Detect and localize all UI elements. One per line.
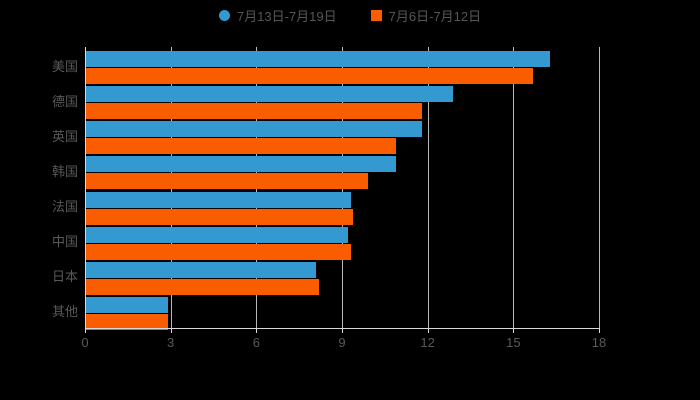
bar-series-0[interactable] — [85, 261, 317, 278]
bar-series-1[interactable] — [85, 138, 397, 155]
x-axis-tick-label: 3 — [167, 335, 175, 350]
x-axis-tick — [599, 328, 600, 333]
bar-series-1[interactable] — [85, 103, 422, 120]
x-axis-tick-label: 6 — [252, 335, 260, 350]
bar-group — [85, 47, 599, 84]
y-axis-line — [85, 47, 86, 328]
gridline-x — [427, 47, 429, 328]
y-axis-category-label: 法国 — [51, 199, 78, 215]
y-axis-category-labels: 美国德国英国韩国法国中国日本其他 — [0, 47, 78, 328]
bar-group — [85, 82, 599, 120]
legend-item-series-0[interactable]: 7月13日-7月19日 — [218, 6, 337, 25]
bar-group — [85, 223, 599, 260]
legend-circle-marker-icon — [218, 10, 230, 21]
bar-group — [85, 188, 599, 225]
bar-group — [85, 152, 599, 190]
x-axis-tick-label: 18 — [591, 335, 607, 350]
bar-series-1[interactable] — [85, 243, 351, 260]
chart-legend: 7月13日-7月19日 7月6日-7月12日 — [0, 6, 700, 25]
y-axis-category-label: 中国 — [51, 234, 78, 250]
bar-series-1[interactable] — [85, 278, 320, 295]
bar-group — [85, 293, 599, 330]
x-axis-tick — [170, 328, 172, 333]
y-axis-category-label: 德国 — [51, 93, 78, 109]
x-axis-tick — [342, 328, 343, 333]
plot-area — [85, 47, 600, 330]
bar-series-0[interactable] — [85, 156, 397, 173]
bar-series-1[interactable] — [85, 173, 368, 190]
y-axis-category-label: 美国 — [51, 58, 78, 74]
bar-series-0[interactable] — [85, 86, 454, 103]
y-axis-category-label: 其他 — [51, 304, 78, 320]
y-axis-category-label: 英国 — [51, 128, 78, 144]
bar-group — [85, 258, 599, 295]
legend-item-series-1[interactable]: 7月6日-7月12日 — [370, 6, 482, 25]
x-axis-tick — [427, 328, 429, 333]
x-axis-tick — [85, 328, 86, 333]
bar-series-1[interactable] — [85, 208, 354, 225]
x-axis-tick-label: 9 — [338, 335, 346, 350]
legend-label-series-0: 7月13日-7月19日 — [236, 9, 337, 24]
bar-series-0[interactable] — [85, 191, 351, 208]
gridline-x — [599, 47, 600, 328]
bar-series-1[interactable] — [85, 313, 168, 330]
y-axis-category-label: 日本 — [51, 269, 78, 285]
bar-series-1[interactable] — [85, 68, 534, 84]
bar-series-0[interactable] — [85, 51, 551, 67]
bar-series-0[interactable] — [85, 226, 348, 243]
bar-series-0[interactable] — [85, 121, 422, 138]
x-axis-tick — [256, 328, 258, 333]
x-axis-tick — [513, 328, 515, 333]
legend-label-series-1: 7月6日-7月12日 — [388, 9, 482, 24]
bar-group — [85, 117, 599, 155]
bar-series-0[interactable] — [85, 296, 168, 313]
x-axis-tick-label: 12 — [420, 335, 435, 350]
x-axis-tick-label: 15 — [506, 335, 521, 350]
legend-square-marker-icon — [370, 10, 382, 21]
x-axis-tick-label: 0 — [81, 335, 89, 350]
gridline-x — [513, 47, 515, 328]
y-axis-category-label: 韩国 — [51, 163, 78, 179]
